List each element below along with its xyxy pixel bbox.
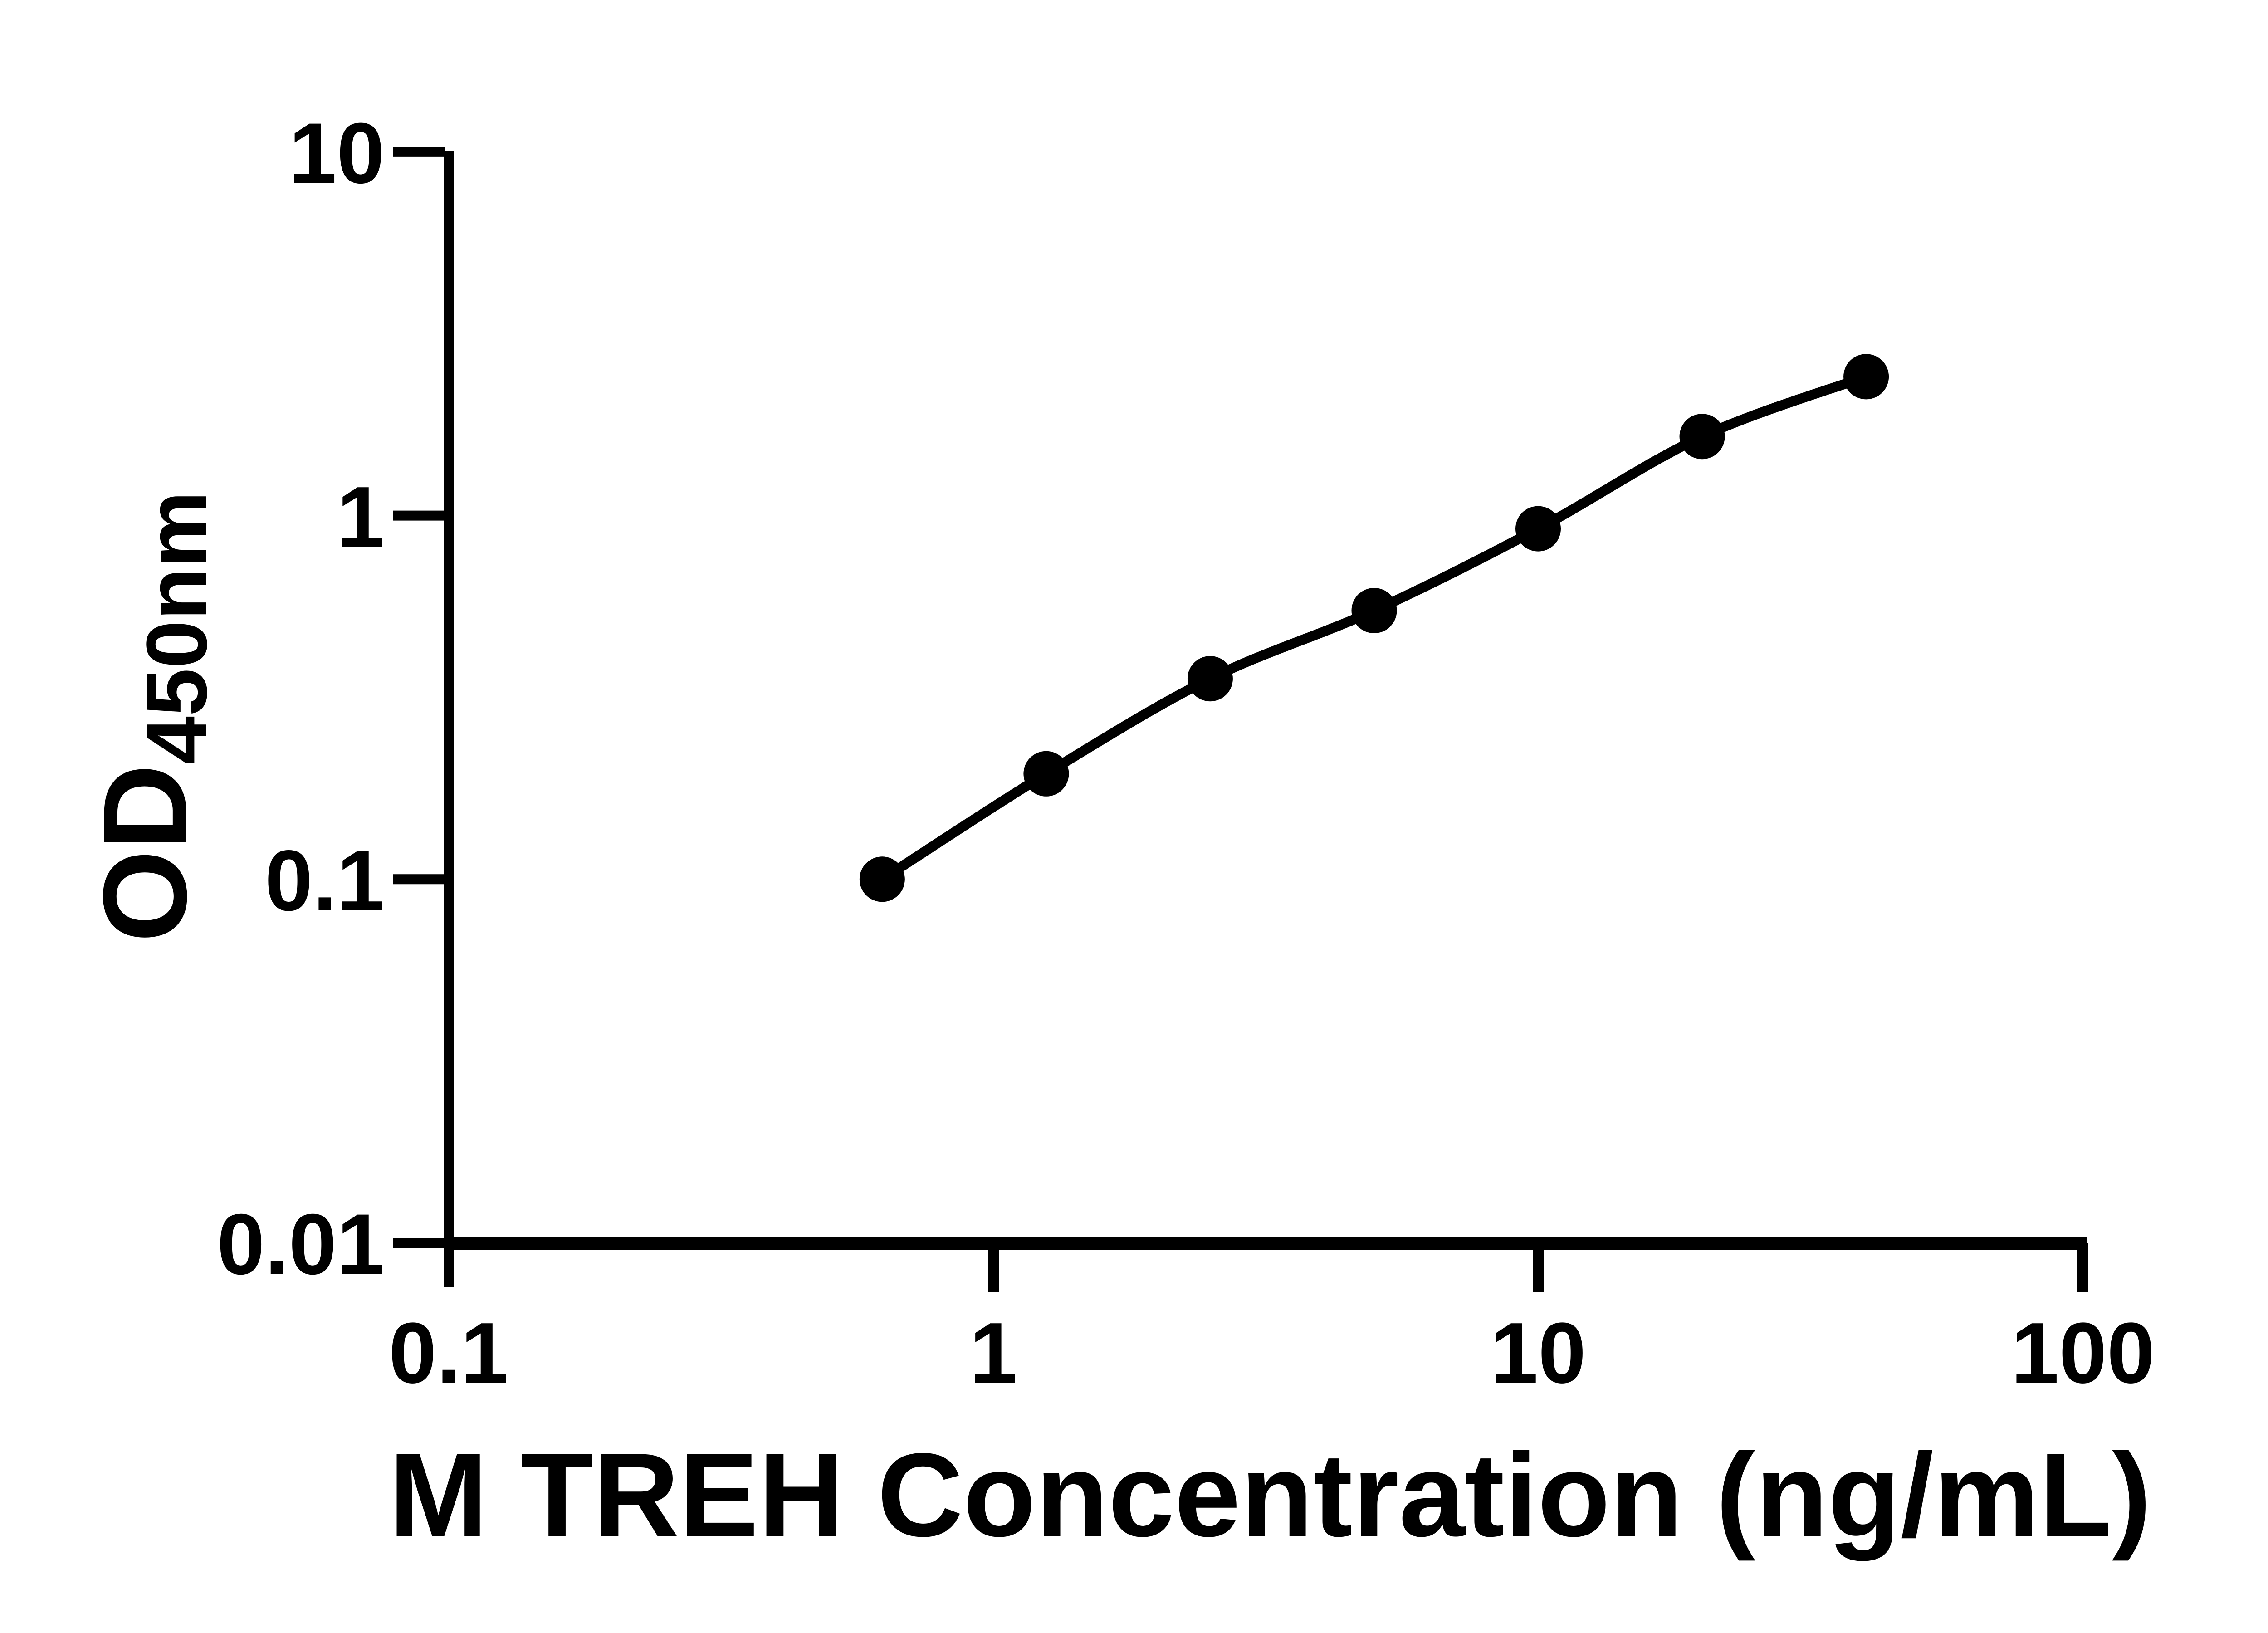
data-point	[1843, 354, 1889, 400]
data-point	[1023, 751, 1069, 797]
data-point	[1679, 414, 1725, 460]
y-axis-title-main: OD	[78, 764, 211, 943]
y-tick-label: 1	[337, 469, 385, 565]
data-point	[859, 856, 905, 902]
x-tick-label: 0.1	[389, 1305, 508, 1401]
y-tick-label: 0.1	[265, 833, 385, 929]
ticks	[393, 147, 2088, 1292]
y-tick-label: 10	[289, 105, 385, 201]
y-tick-label: 0.01	[217, 1196, 385, 1292]
x-tick-label: 10	[1490, 1305, 1586, 1401]
data-point	[1515, 506, 1561, 552]
x-tick-label: 100	[2011, 1305, 2155, 1401]
y-axis-title-subscript: 450nm	[129, 491, 225, 764]
axes	[444, 151, 2087, 1287]
x-tick-label: 1	[969, 1305, 1017, 1401]
data-point	[1187, 656, 1233, 702]
data-series	[859, 354, 1889, 902]
y-axis-title: OD450nm	[78, 491, 225, 942]
x-axis-title: M TREH Concentration (ng/mL)	[389, 1428, 2151, 1562]
data-point	[1351, 588, 1397, 634]
